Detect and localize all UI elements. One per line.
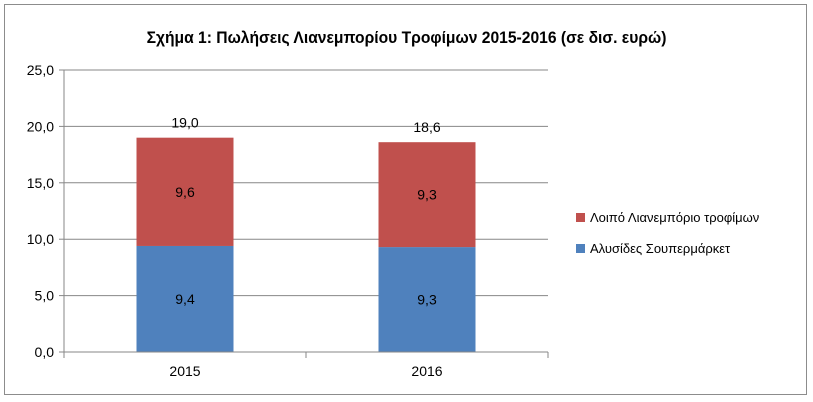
- y-tick-label: 15,0: [27, 175, 54, 191]
- bars: [136, 137, 476, 352]
- y-tick-label: 0,0: [35, 344, 55, 360]
- x-tick-label: 2015: [169, 363, 200, 379]
- y-tick-label: 10,0: [27, 231, 54, 247]
- y-tick-label: 5,0: [35, 288, 55, 304]
- legend-label: Λοιπό Λιανεμπόριο τροφίμων: [590, 210, 759, 225]
- y-tick-label: 20,0: [27, 118, 54, 134]
- bar-value-label: 9,6: [175, 184, 195, 200]
- bar-2015-series-1: [136, 245, 234, 352]
- bar-2016-series-1: [378, 247, 476, 352]
- x-tick-label: 2016: [411, 363, 442, 379]
- total-label: 19,0: [171, 115, 198, 131]
- axes: 0,0 5,0 10,0 15,0 20,0 25,0 2015 2016: [27, 62, 549, 379]
- legend-swatch: [576, 244, 585, 253]
- y-tick-label: 25,0: [27, 62, 54, 78]
- bar-value-label: 9,3: [417, 187, 437, 203]
- legend-label: Αλυσίδες Σουπερμάρκετ: [590, 241, 731, 256]
- bar-2015-series-2: [136, 137, 234, 246]
- bar-2016-series-2: [378, 142, 476, 248]
- bar-value-label: 9,3: [417, 292, 437, 308]
- data-labels: 9,4 9,6 19,0 9,3 9,3 18,6: [171, 115, 440, 308]
- chart-title: Σχήμα 1: Πωλήσεις Λιανεμπορίου Τροφίμων …: [146, 28, 667, 47]
- total-label: 18,6: [413, 119, 440, 135]
- bar-value-label: 9,4: [175, 291, 195, 307]
- legend-swatch: [576, 213, 585, 222]
- legend: Λοιπό Λιανεμπόριο τροφίμων Αλυσίδες Σουπε…: [576, 210, 759, 256]
